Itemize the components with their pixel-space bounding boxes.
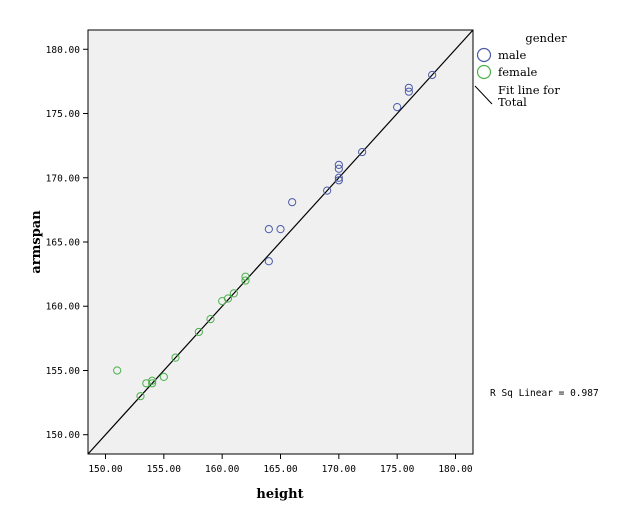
fit-line-total [87,29,474,455]
x-axis: 150.00 155.00 160.00 165.00 170.00 175.00 180.… [88,454,473,475]
point-female [171,353,180,362]
point-female [223,294,233,303]
y-tick-label: 165.00 [46,238,81,249]
x-tick-label: 160.00 [205,464,240,475]
y-tick-label: 150.00 [46,430,81,441]
r-squared-annotation: R Sq Linear = 0.987 [490,388,599,399]
y-tick-label: 175.00 [46,109,81,120]
legend-label-male: male [498,48,526,62]
point-male [404,83,413,92]
legend-marker-female [476,64,492,80]
x-tick-label: 150.00 [88,464,123,475]
y-tick-label: 155.00 [46,366,81,377]
legend-fit-line-label-2: Total [498,95,527,109]
y-tick-label: 180.00 [46,45,81,56]
point-male [323,186,332,195]
point-male [393,102,402,112]
point-male [428,70,437,80]
x-tick-label: 180.00 [438,464,473,475]
point-male [264,257,273,266]
point-male [404,87,413,96]
point-female [206,314,215,324]
y-axis-title: armspan [29,210,44,274]
point-female [148,379,157,388]
legend: gender male female Fit line for Total [474,31,567,109]
x-tick-label: 155.00 [147,464,182,475]
point-female [194,327,203,337]
point-female [148,376,157,385]
point-male [334,173,343,182]
points-layer [113,70,437,401]
point-male [334,164,343,173]
point-female [113,366,122,375]
point-male [264,225,273,234]
point-male [334,176,343,185]
point-male [358,147,367,157]
point-female [241,276,250,285]
point-female [136,392,145,401]
x-tick-label: 175.00 [380,464,415,475]
point-male [276,225,285,234]
legend-title: gender [525,31,567,45]
point-female [159,372,168,382]
y-tick-label: 160.00 [46,302,81,313]
point-female [241,272,250,281]
point-male [288,198,297,207]
legend-fit-line-marker [474,85,493,105]
x-tick-label: 165.00 [263,464,298,475]
y-axis: 150.00 155.00 160.00 165.00 170.00 175.00 180.… [46,45,88,441]
x-axis-title: height [256,487,303,502]
legend-marker-male [476,47,492,63]
point-female [229,289,238,298]
fit-line-layer [87,29,474,455]
point-male [334,160,343,170]
y-tick-label: 170.00 [46,173,81,184]
legend-label-female: female [498,65,538,79]
x-tick-label: 170.00 [322,464,357,475]
legend-fit-line-label: Fit line for [498,83,560,97]
